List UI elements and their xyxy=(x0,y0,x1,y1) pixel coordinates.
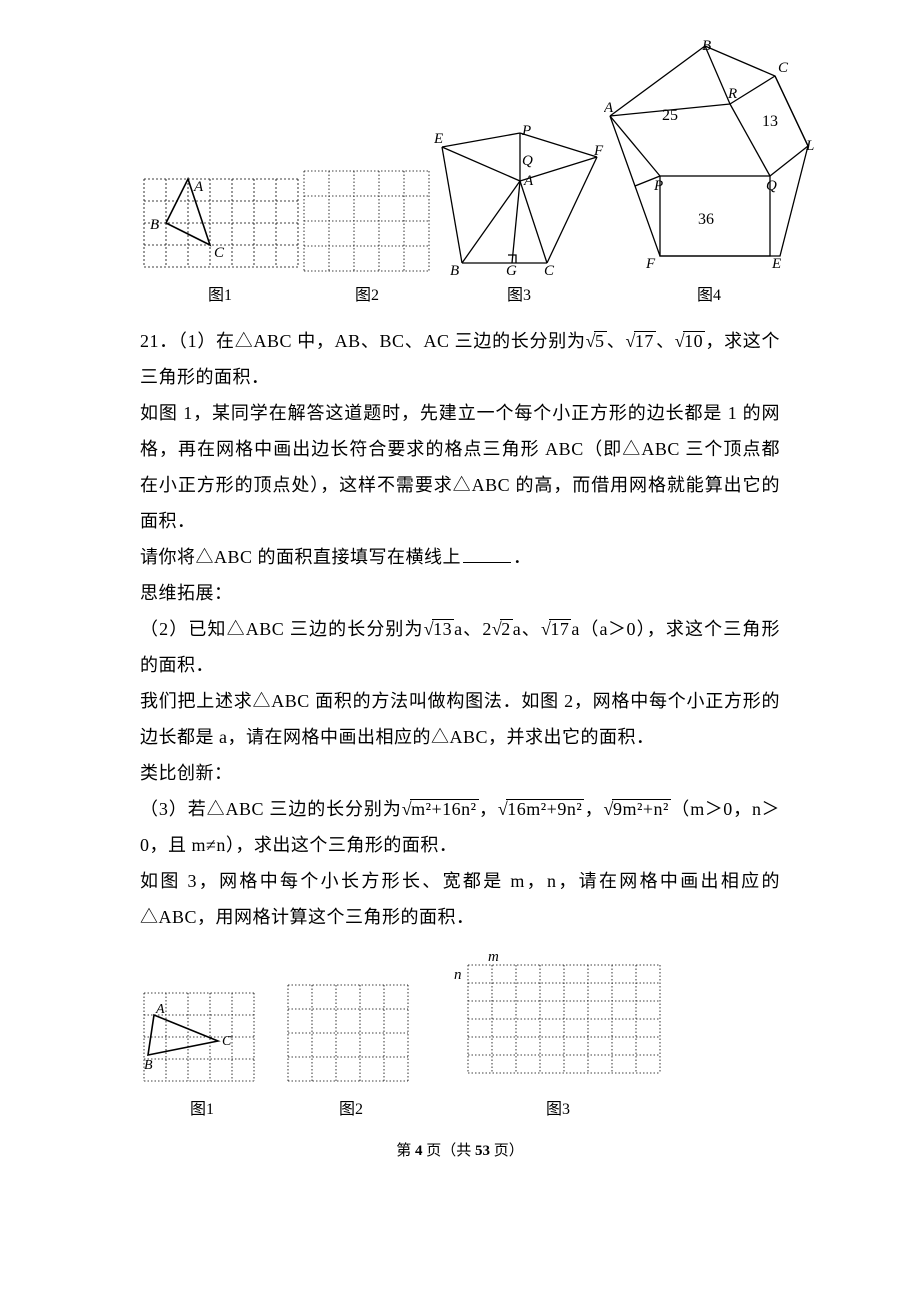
q21-p1a: （1）在△ABC 中，AB、BC、AC 三边的长分别为 xyxy=(178,331,586,351)
botfig2-svg xyxy=(284,981,418,1089)
fig1-caption: 图1 xyxy=(208,281,232,305)
answer-blank[interactable] xyxy=(463,562,511,563)
fig4-block: A B C L R P Q F E 25 13 36 图4 xyxy=(604,40,814,305)
sqrt17b: 17 xyxy=(549,619,571,638)
q21-line1: 21．（1）在△ABC 中，AB、BC、AC 三边的长分别为√5、√17、√10… xyxy=(140,323,780,395)
fig4-R: R xyxy=(727,86,737,102)
sqrt13: 13 xyxy=(432,619,454,638)
page-footer: 第 4 页（共 53 页） xyxy=(140,1139,780,1160)
fig3-G: G xyxy=(506,263,517,275)
fig3-B: B xyxy=(450,263,459,275)
sqrt5: 5 xyxy=(594,331,607,350)
fig4-caption: 图4 xyxy=(697,281,721,305)
svg-text:B: B xyxy=(144,1058,153,1073)
fig2-caption: 图2 xyxy=(355,281,379,305)
q21-p7: 如图 3，网格中每个小长方形长、宽都是 m，n，请在网格中画出相应的△ABC，用… xyxy=(140,863,780,935)
q21-line4: （2）已知△ABC 三边的长分别为√13a、2√2a、√17a（a＞0），求这个… xyxy=(140,611,780,683)
botfig1-caption: 图1 xyxy=(190,1095,214,1119)
svg-text:C: C xyxy=(222,1034,232,1049)
botfig2-block: 图2 xyxy=(284,981,418,1119)
fig4-E: E xyxy=(771,256,781,272)
sqrt-e3: 9m²+n² xyxy=(612,799,671,818)
fig4-Q: Q xyxy=(766,178,777,194)
fig1-block: A B C 图1 xyxy=(140,175,300,305)
q21-h2: 类比创新： xyxy=(140,755,780,791)
botfig3-n: n xyxy=(454,967,462,983)
botfig1-block: A B C 图1 xyxy=(140,989,264,1119)
botfig2-caption: 图2 xyxy=(339,1095,363,1119)
top-figure-row: A B C 图1 图2 xyxy=(140,40,780,305)
sqrt2: 2 xyxy=(500,619,513,638)
fig1-label-a: A xyxy=(193,179,204,195)
q21-p2: 如图 1，某同学在解答这道题时，先建立一个每个小正方形的边长都是 1 的网格，再… xyxy=(140,395,780,539)
fig1-svg: A B C xyxy=(140,175,300,275)
fig2-svg xyxy=(300,167,434,275)
fig1-label-b: B xyxy=(150,217,159,233)
fig4-F: F xyxy=(645,256,656,272)
page: A B C 图1 图2 xyxy=(0,0,920,1190)
fig4-C: C xyxy=(778,60,789,76)
botfig3-m: m xyxy=(488,949,499,965)
q21-p3: 请你将△ABC 的面积直接填写在横线上 xyxy=(140,547,461,567)
sqrt-e1: m²+16n² xyxy=(410,799,478,818)
botfig1-svg: A B C xyxy=(140,989,264,1089)
q21-h1: 思维拓展： xyxy=(140,575,780,611)
fig4-svg: A B C L R P Q F E 25 13 36 xyxy=(604,40,814,275)
fig4-36: 36 xyxy=(698,211,714,228)
fig1-label-c: C xyxy=(214,245,225,261)
fig4-P: P xyxy=(653,178,663,194)
q21-p5: 我们把上述求△ABC 面积的方法叫做构图法．如图 2，网格中每个小正方形的边长都… xyxy=(140,683,780,755)
fig3-E: E xyxy=(434,131,443,147)
q21-p3-line: 请你将△ABC 的面积直接填写在横线上 ． xyxy=(140,539,780,575)
fig3-F: F xyxy=(593,143,604,159)
q21-p4a: （2）已知△ABC 三边的长分别为 xyxy=(140,619,424,639)
svg-text:A: A xyxy=(155,1002,165,1017)
fig4-B: B xyxy=(702,40,711,54)
fig3-A: A xyxy=(523,173,534,189)
fig4-25: 25 xyxy=(662,107,678,124)
q21-line6: （3）若△ABC 三边的长分别为√m²+16n²，√16m²+9n²，√9m²+… xyxy=(140,791,780,863)
sqrt10: 10 xyxy=(683,331,705,350)
fig3-svg: E P F Q A B G C xyxy=(434,125,604,275)
fig2-block: 图2 xyxy=(300,167,434,305)
q21-num: 21． xyxy=(140,331,178,351)
fig3-C: C xyxy=(544,263,555,275)
fig4-A: A xyxy=(604,100,614,116)
botfig3-caption: 图3 xyxy=(546,1095,570,1119)
fig3-caption: 图3 xyxy=(507,281,531,305)
fig3-P: P xyxy=(521,125,531,139)
sqrt-e2: 16m²+9n² xyxy=(506,799,584,818)
fig3-block: E P F Q A B G C 图3 xyxy=(434,125,604,305)
fig3-Q: Q xyxy=(522,153,533,169)
botfig3-svg: m n xyxy=(448,949,668,1089)
bottom-figure-row: A B C 图1 图2 xyxy=(140,949,780,1119)
fig4-13: 13 xyxy=(762,113,778,130)
q21-p6a: （3）若△ABC 三边的长分别为 xyxy=(140,799,402,819)
q21-p3b: ． xyxy=(513,547,532,567)
sqrt17: 17 xyxy=(634,331,656,350)
fig4-L: L xyxy=(805,138,814,154)
botfig3-block: m n 图3 xyxy=(448,949,668,1119)
